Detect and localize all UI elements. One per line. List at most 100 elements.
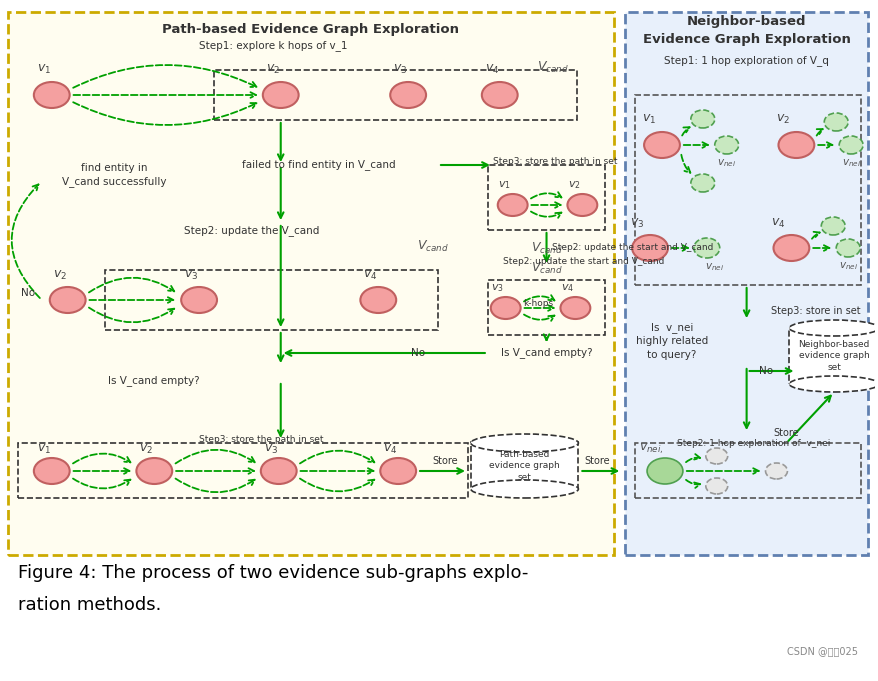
Text: Step2: 1 hop exploration of  v_nei: Step2: 1 hop exploration of v_nei	[676, 439, 830, 447]
Ellipse shape	[497, 194, 527, 216]
Text: $v_{nei}$: $v_{nei}$	[716, 157, 736, 169]
Bar	[471, 442, 578, 489]
Bar	[788, 328, 878, 384]
Ellipse shape	[773, 235, 809, 261]
Ellipse shape	[690, 110, 714, 128]
Text: $v_2$: $v_2$	[567, 179, 580, 191]
Text: $v_4$: $v_4$	[484, 63, 499, 76]
Text: $v_2$: $v_2$	[53, 268, 67, 281]
Text: Figure 4: The process of two evidence sub-graphs explo-: Figure 4: The process of two evidence su…	[18, 564, 528, 582]
Ellipse shape	[34, 458, 69, 484]
Text: Step1: explore k hops of v_1: Step1: explore k hops of v_1	[199, 41, 347, 52]
Text: Store: Store	[773, 428, 798, 438]
Ellipse shape	[646, 458, 682, 484]
Text: $v_3$: $v_3$	[263, 443, 277, 456]
Text: Step3: store in set: Step3: store in set	[771, 306, 860, 316]
Text: Is V_cand empty?: Is V_cand empty?	[108, 375, 200, 386]
Bar	[635, 95, 860, 285]
Bar	[635, 443, 860, 498]
Ellipse shape	[360, 287, 396, 313]
Ellipse shape	[50, 287, 85, 313]
Ellipse shape	[380, 458, 415, 484]
Ellipse shape	[471, 480, 578, 498]
Bar	[18, 443, 467, 498]
Text: $v_4$: $v_4$	[770, 217, 785, 229]
Text: $V_{cand}$: $V_{cand}$	[530, 260, 562, 276]
Ellipse shape	[567, 194, 597, 216]
Text: $v_{nei}$: $v_{nei}$	[840, 157, 860, 169]
Text: find entity in
V_cand successfully: find entity in V_cand successfully	[62, 163, 167, 187]
Text: $v_2$: $v_2$	[775, 112, 789, 125]
Ellipse shape	[181, 287, 217, 313]
Ellipse shape	[765, 463, 787, 479]
Text: Is  v_nei
highly related
to query?: Is v_nei highly related to query?	[635, 322, 708, 360]
Text: $v_4$: $v_4$	[383, 443, 397, 456]
Text: $v_3$: $v_3$	[630, 217, 644, 229]
Text: CSDN @露葵025: CSDN @露葵025	[786, 646, 857, 656]
Text: k-hops: k-hops	[523, 298, 553, 308]
Ellipse shape	[263, 82, 299, 108]
Text: $v_1$: $v_1$	[641, 112, 655, 125]
Text: Path-based
evidence graph
set: Path-based evidence graph set	[489, 450, 559, 481]
Ellipse shape	[705, 478, 727, 494]
Text: Step1: 1 hop exploration of V_q: Step1: 1 hop exploration of V_q	[664, 56, 828, 67]
Text: $v_4$: $v_4$	[560, 282, 573, 294]
Ellipse shape	[481, 82, 517, 108]
Bar	[624, 12, 867, 555]
Text: $v_1$: $v_1$	[498, 179, 510, 191]
Ellipse shape	[560, 297, 590, 319]
Bar	[487, 165, 605, 230]
Text: Store: Store	[432, 456, 457, 466]
Text: No: No	[21, 288, 35, 298]
Bar	[8, 12, 614, 555]
Text: Is V_cand empty?: Is V_cand empty?	[500, 347, 592, 358]
Text: $v_3$: $v_3$	[184, 268, 198, 281]
Bar	[104, 270, 437, 330]
Text: $v_4$: $v_4$	[363, 268, 377, 281]
Text: failed to find entity in V_cand: failed to find entity in V_cand	[241, 159, 395, 170]
Ellipse shape	[471, 434, 578, 452]
Text: $V_{cand}$: $V_{cand}$	[530, 240, 562, 255]
Text: Step3: store the path in set: Step3: store the path in set	[199, 434, 323, 443]
Text: Neighbor-based
Evidence Graph Exploration: Neighbor-based Evidence Graph Exploratio…	[642, 14, 850, 46]
Ellipse shape	[631, 235, 667, 261]
Ellipse shape	[693, 238, 719, 258]
Ellipse shape	[788, 376, 878, 392]
Text: Step3: store the path in set: Step3: store the path in set	[493, 157, 616, 165]
Text: Path-based Evidence Graph Exploration: Path-based Evidence Graph Exploration	[162, 24, 458, 37]
Text: $v_2$: $v_2$	[140, 443, 153, 456]
Bar	[213, 70, 577, 120]
Text: $v_{nei,}$: $v_{nei,}$	[638, 442, 663, 456]
Text: $v_1$: $v_1$	[37, 443, 51, 456]
Ellipse shape	[838, 136, 862, 154]
Ellipse shape	[714, 136, 738, 154]
Ellipse shape	[390, 82, 426, 108]
Ellipse shape	[824, 113, 847, 131]
Ellipse shape	[34, 82, 69, 108]
Text: ration methods.: ration methods.	[18, 596, 161, 614]
Text: $v_1$: $v_1$	[37, 63, 51, 76]
Text: $v_{nei}$: $v_{nei}$	[838, 260, 857, 272]
Text: $v_3$: $v_3$	[491, 282, 504, 294]
Text: $V_{cand}$: $V_{cand}$	[536, 59, 568, 74]
Text: $v_3$: $v_3$	[392, 63, 407, 76]
Ellipse shape	[490, 297, 520, 319]
Ellipse shape	[788, 320, 878, 336]
Text: Step2: update the start and V_cand: Step2: update the start and V_cand	[502, 257, 664, 266]
Ellipse shape	[690, 174, 714, 192]
Ellipse shape	[644, 132, 680, 158]
Text: Store: Store	[584, 456, 609, 466]
Text: Neighbor-based
evidence graph
set: Neighbor-based evidence graph set	[797, 340, 869, 372]
Ellipse shape	[778, 132, 813, 158]
Text: $v_2$: $v_2$	[265, 63, 279, 76]
Text: $v_{nei}$: $v_{nei}$	[704, 261, 723, 273]
Ellipse shape	[705, 448, 727, 464]
Text: Step2: update the start and V_cand: Step2: update the start and V_cand	[552, 244, 713, 253]
Bar	[487, 280, 605, 335]
Text: Step2: update the V_cand: Step2: update the V_cand	[184, 225, 320, 236]
Ellipse shape	[261, 458, 296, 484]
Text: No: No	[759, 366, 773, 376]
Ellipse shape	[136, 458, 172, 484]
Ellipse shape	[820, 217, 845, 235]
Text: No: No	[411, 348, 425, 358]
